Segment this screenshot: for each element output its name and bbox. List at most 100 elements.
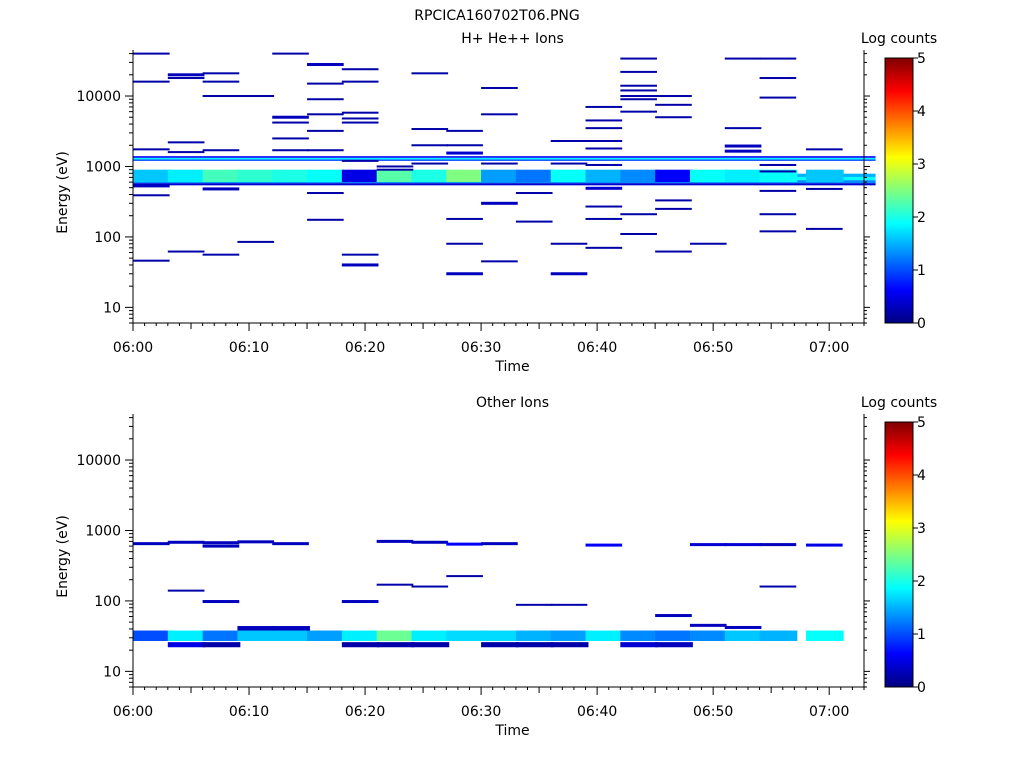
data-patch <box>272 169 310 183</box>
data-cell <box>307 149 344 152</box>
data-cell <box>376 165 414 168</box>
data-cell <box>655 207 692 210</box>
data-cell <box>341 263 379 267</box>
x-axis-label: Time <box>494 723 529 739</box>
data-cell <box>620 84 657 87</box>
data-cell <box>411 72 449 75</box>
data-cell <box>272 149 309 152</box>
colorbar-tick-label: 2 <box>917 574 926 590</box>
data-cell <box>341 117 379 120</box>
data-cell <box>341 80 379 83</box>
data-patch <box>411 169 450 183</box>
figure-title: RPCICA160702T06.PNG <box>414 8 579 24</box>
data-patch <box>759 630 798 641</box>
data-patch <box>515 630 554 641</box>
data-patch <box>550 642 589 648</box>
data-cell <box>724 543 762 547</box>
data-cell <box>133 194 170 197</box>
data-patch <box>133 169 171 183</box>
data-cell <box>411 540 449 544</box>
data-cell <box>307 129 344 132</box>
data-cell <box>585 139 623 142</box>
data-cell <box>272 542 309 546</box>
data-cell <box>202 187 240 191</box>
data-cell <box>272 121 309 124</box>
data-patch <box>724 630 763 641</box>
data-patch <box>167 642 206 648</box>
x-tick-label: 06:00 <box>113 340 153 356</box>
data-cell <box>585 105 623 108</box>
y-tick-label: 100 <box>94 594 121 610</box>
data-cell <box>341 600 379 604</box>
data-cell <box>620 98 657 101</box>
data-cell <box>655 116 692 119</box>
data-cell <box>133 148 170 151</box>
data-cell <box>585 217 623 220</box>
data-cell <box>307 98 344 101</box>
data-patch <box>376 169 415 183</box>
data-cell <box>411 144 449 147</box>
data-patch <box>446 630 485 641</box>
data-patch <box>620 642 659 648</box>
data-cell <box>446 575 483 578</box>
data-cell <box>724 144 762 148</box>
data-cell <box>133 80 170 83</box>
data-cell <box>481 86 518 89</box>
data-cell <box>515 603 553 606</box>
data-patch <box>655 630 693 641</box>
data-cell <box>515 192 553 195</box>
data-cell <box>307 192 344 195</box>
data-patch <box>307 630 345 641</box>
data-cell <box>550 603 588 606</box>
data-cell <box>481 542 518 546</box>
data-patch <box>689 630 728 641</box>
data-patch <box>655 169 693 183</box>
panel-title: H+ He++ Ions <box>461 31 564 47</box>
y-axis-label: Energy (eV) <box>55 151 71 234</box>
colorbar-tick-label: 0 <box>917 680 926 696</box>
data-cell <box>341 159 379 162</box>
band-3 <box>133 183 876 186</box>
band-0 <box>133 159 876 161</box>
data-cell <box>167 540 205 544</box>
data-cell <box>446 542 483 546</box>
data-cell <box>655 199 692 202</box>
data-cell <box>202 72 240 75</box>
data-cell <box>481 260 518 263</box>
data-cell <box>411 585 449 588</box>
data-cell <box>724 625 762 629</box>
data-cell <box>655 614 692 618</box>
y-tick-label: 1000 <box>85 159 121 175</box>
data-patch <box>376 642 415 648</box>
data-cell <box>759 170 797 173</box>
data-cell <box>585 147 623 150</box>
x-tick-label: 06:30 <box>461 704 501 720</box>
data-cell <box>307 63 344 67</box>
data-cell <box>133 542 170 546</box>
data-patch <box>689 169 728 183</box>
data-cell <box>689 242 727 245</box>
data-cell <box>550 139 588 142</box>
data-patch <box>133 630 171 641</box>
data-patch <box>805 630 844 641</box>
x-tick-label: 06:20 <box>345 704 385 720</box>
data-patch <box>550 630 589 641</box>
data-patch <box>376 630 415 641</box>
colorbar-tick-label: 2 <box>917 210 926 226</box>
data-cell <box>759 543 797 547</box>
data-cell <box>655 103 692 106</box>
data-cell <box>341 121 379 124</box>
colorbar-tick-label: 0 <box>917 316 926 332</box>
data-cell <box>481 162 518 165</box>
data-cell <box>550 272 588 276</box>
y-tick-label: 10 <box>103 300 121 316</box>
data-cell <box>585 127 623 130</box>
data-cell <box>133 184 170 188</box>
colorbar-label: Log counts <box>861 395 937 411</box>
data-patch <box>481 630 519 641</box>
data-cell <box>585 186 623 190</box>
panel-title: Other Ions <box>476 395 549 411</box>
x-tick-label: 06:50 <box>693 340 733 356</box>
data-cell <box>620 233 657 236</box>
